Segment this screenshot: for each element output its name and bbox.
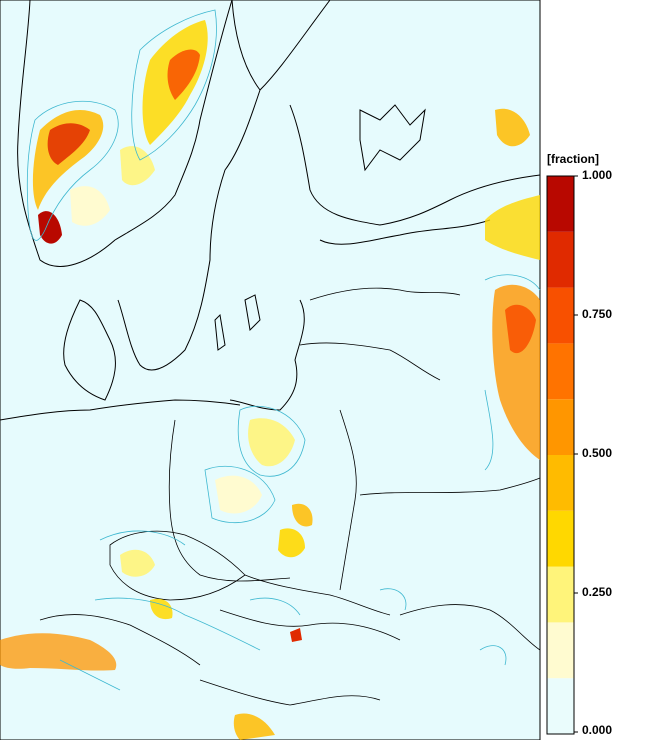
snow-patch (150, 598, 173, 620)
snow-patch (248, 418, 295, 467)
czech-border (109, 530, 246, 601)
snow-contours (26, 9, 541, 691)
gulf-of-finland (319, 219, 491, 245)
color-bar (546, 175, 578, 735)
finland-lakes (359, 104, 426, 172)
legend-tick-0500: 0.500 (582, 446, 613, 460)
poland-border-west (168, 419, 291, 582)
snow-patch (70, 186, 110, 226)
color-bar-segment (547, 678, 574, 734)
snow-cover-norway (32, 20, 208, 244)
slovakia-hungary (219, 574, 401, 641)
snow-patch (485, 195, 540, 260)
legend-tick-0250: 0.250 (582, 585, 613, 599)
color-bar-segment (547, 566, 574, 623)
legend-tick-0000: 0.000 (582, 723, 613, 737)
color-bar-segment (547, 455, 574, 511)
legend-title: [fraction] (547, 152, 599, 166)
snow-cover-poland (215, 418, 313, 558)
color-bar-segment (547, 231, 574, 288)
color-bar-segment (547, 287, 574, 344)
snow-cover-east (485, 108, 540, 460)
snow-patch (215, 475, 262, 514)
color-bar-segment (547, 622, 574, 679)
color-bar-border (546, 175, 575, 735)
snow-patch (505, 304, 536, 354)
snow-patch (292, 503, 313, 527)
gotland (244, 294, 261, 332)
romania-border (399, 604, 541, 651)
snow-patch (167, 49, 200, 100)
snow-patch (0, 633, 117, 671)
belarus-border (359, 477, 541, 496)
oland (214, 313, 226, 351)
color-bar-segment (547, 399, 574, 455)
snow-patch (38, 211, 62, 244)
german-coast (0, 399, 241, 421)
snow-patch (495, 108, 530, 147)
color-bar-segment (547, 176, 574, 232)
snow-cover-south (0, 549, 302, 740)
gulf-of-bothnia (259, 0, 541, 226)
denmark (63, 299, 116, 401)
snow-patch (47, 123, 90, 165)
poland-border-east (339, 409, 357, 591)
snow-patch (278, 528, 305, 558)
norway-coast (17, 0, 233, 267)
legend-tick-0750: 0.750 (582, 307, 613, 321)
snow-patch (290, 628, 302, 642)
snow-patch (233, 713, 275, 740)
legend-tick-1000: 1.000 (582, 168, 613, 182)
snow-patch (120, 549, 155, 577)
country-borders (39, 287, 541, 706)
color-bar-segment (547, 343, 574, 400)
snow-patch (120, 146, 155, 186)
color-bar-segment (547, 510, 574, 567)
lithuania-latvia (299, 287, 461, 381)
southern-borders (39, 614, 381, 706)
